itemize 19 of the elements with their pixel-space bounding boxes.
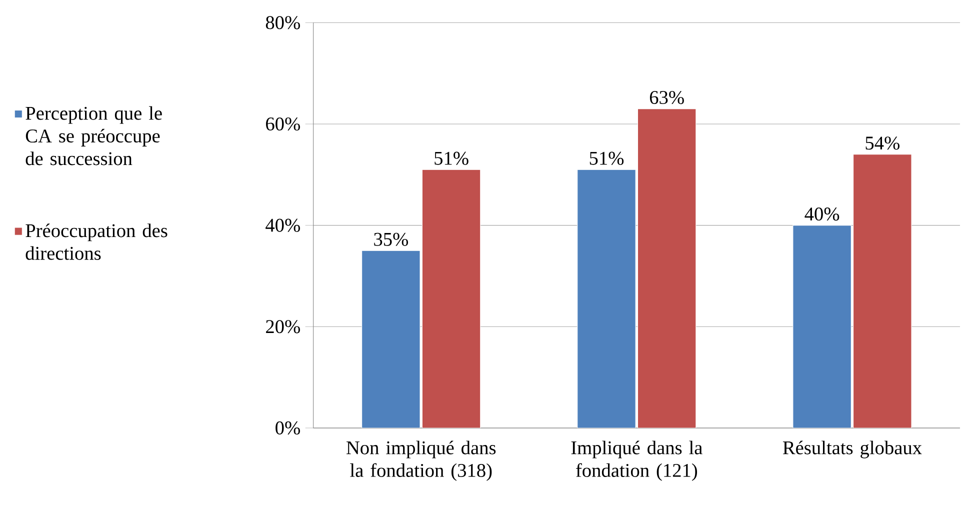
- legend-label: Perception que le CA se préoccupe de succession: [26, 106, 162, 166]
- data-label: 51%: [590, 152, 624, 166]
- data-label: 54%: [866, 136, 900, 150]
- bar: [792, 225, 852, 428]
- x-tick-label: Résultats globaux: [782, 440, 922, 458]
- y-tick-label: 60%: [266, 118, 300, 131]
- data-label: 63%: [650, 91, 684, 104]
- y-tick-label: 40%: [266, 218, 300, 232]
- y-tick-label: 0%: [276, 422, 300, 435]
- y-tick-label: 80%: [266, 16, 300, 30]
- bar: [362, 250, 420, 428]
- data-label: 40%: [804, 208, 840, 221]
- bar: [577, 170, 636, 428]
- x-tick-label: Non impliqué dans la fondation (318): [346, 440, 496, 482]
- data-label: 35%: [374, 233, 408, 246]
- y-tick-label: 20%: [266, 320, 300, 334]
- x-tick-label: Impliqué dans la fondation (121): [571, 440, 702, 482]
- legend-label: Préoccupation des directions: [26, 224, 168, 260]
- data-label: 51%: [434, 152, 468, 166]
